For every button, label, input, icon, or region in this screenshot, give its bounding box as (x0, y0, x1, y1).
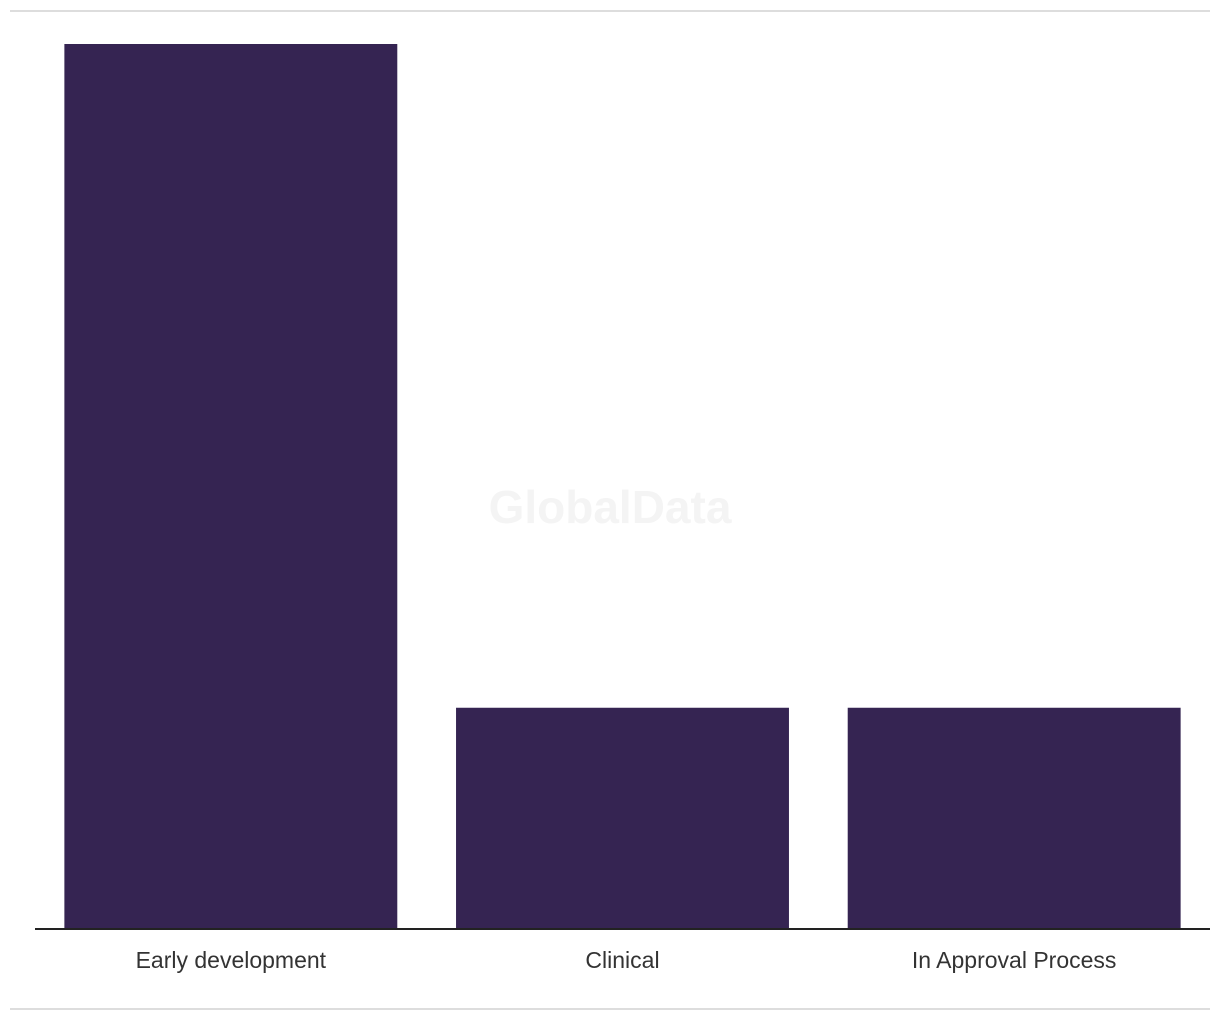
x-tick-label: Early development (136, 947, 327, 973)
x-tick-label: Clinical (585, 947, 659, 973)
bar (64, 44, 398, 929)
watermark: GlobalData (489, 481, 732, 533)
bar (456, 707, 789, 929)
bar (847, 707, 1181, 929)
x-tick-label: In Approval Process (912, 947, 1117, 973)
